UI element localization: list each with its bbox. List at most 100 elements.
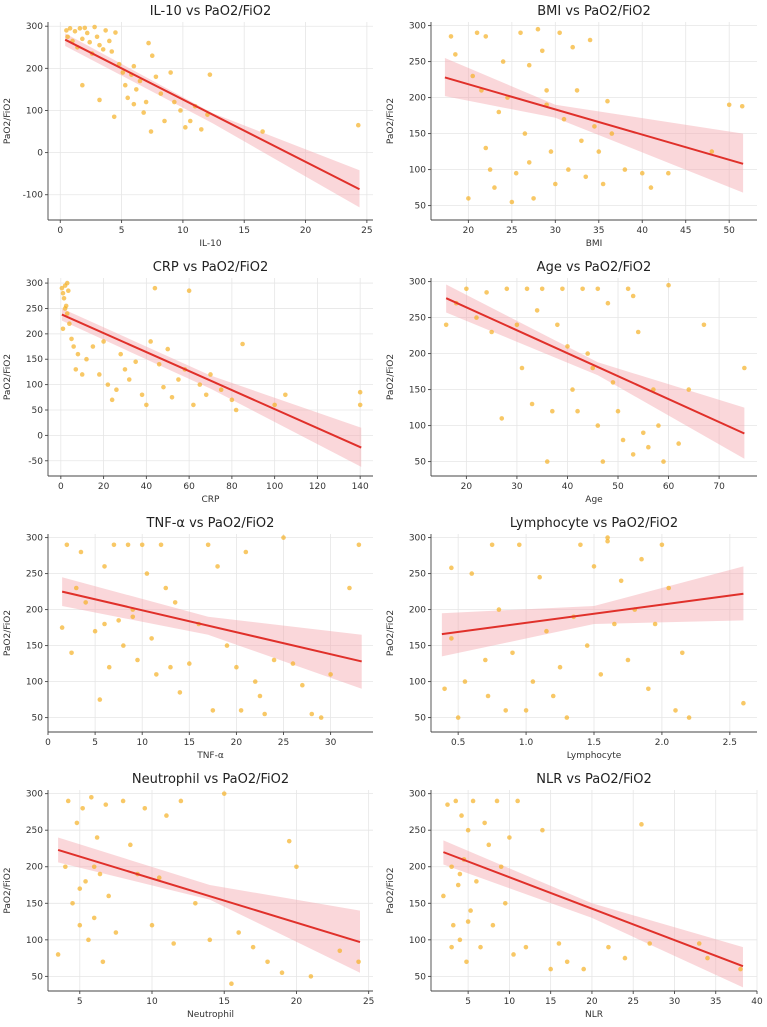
chart-nlr-regression-line xyxy=(443,851,744,968)
chart-lymphocyte-point-4 xyxy=(469,571,475,576)
chart-il10-ytick-label-1: 0 xyxy=(37,149,43,159)
chart-nlr-point-2 xyxy=(449,864,454,870)
chart-age-point-33 xyxy=(640,430,646,436)
chart-il10-ytick-label-3: 200 xyxy=(26,64,43,74)
chart-il10-point-36 xyxy=(172,99,177,105)
chart-neutrophil-ytick-label-2: 150 xyxy=(26,899,43,909)
chart-tnf-point-30 xyxy=(224,643,230,648)
chart-lymphocyte-ytick-label-0: 50 xyxy=(415,714,427,724)
chart-nlr-point-9 xyxy=(464,959,469,965)
chart-bmi-ytick-label-0: 50 xyxy=(415,202,427,212)
chart-age-point-34 xyxy=(646,444,651,450)
chart-tnf: 0 5 10 15 20 25 30 50 100 150 200 250 300 TNF-α vs Pa… xyxy=(3,516,373,761)
chart-crp-point-31 xyxy=(169,395,175,400)
chart-tnf-point-2 xyxy=(69,650,74,656)
chart-crp-point-32 xyxy=(176,377,181,382)
chart-tnf-xtick-label-1: 5 xyxy=(92,738,98,748)
chart-tnf-ytick-label-3: 200 xyxy=(26,606,43,616)
chart-tnf-point-34 xyxy=(252,679,258,684)
chart-crp-point-18 xyxy=(109,397,115,403)
chart-neutrophil-point-39 xyxy=(77,886,83,891)
chart-tnf-confidence-band xyxy=(62,577,362,689)
chart-crp-point-29 xyxy=(161,384,166,390)
chart-tnf-point-6 xyxy=(92,628,98,634)
chart-neutrophil-point-15 xyxy=(106,893,111,899)
chart-tnf-point-35 xyxy=(257,693,263,699)
chart-age-point-38 xyxy=(666,282,671,288)
chart-il10-xtick-label-0: 0 xyxy=(57,226,63,236)
chart-tnf-point-46 xyxy=(102,621,107,627)
chart-lymphocyte-point-6 xyxy=(485,693,491,699)
chart-il10-point-35 xyxy=(168,70,173,75)
chart-il10-xtick-label-2: 10 xyxy=(177,226,189,236)
chart-crp-xtick-label-3: 60 xyxy=(183,482,195,492)
chart-neutrophil-point-23 xyxy=(164,813,169,818)
chart-crp-point-44 xyxy=(283,392,288,398)
chart-lymphocyte-confidence-band xyxy=(441,566,744,657)
chart-age-xtick-label-3: 50 xyxy=(612,482,624,492)
chart-tnf-point-41 xyxy=(309,711,315,717)
chart-crp: 0 20 40 60 80 100 120 140 -50 0 50 100 150 200 250 300 C… xyxy=(3,260,373,505)
chart-il10-ytick-label-4: 300 xyxy=(26,22,43,32)
chart-lymphocyte-point-34 xyxy=(673,708,678,713)
chart-tnf-point-10 xyxy=(111,542,117,548)
chart-crp-point-21 xyxy=(122,367,128,372)
chart-lymphocyte-point-2 xyxy=(455,715,461,720)
chart-il10-xtick-label-3: 15 xyxy=(238,226,249,236)
chart-nlr-point-5 xyxy=(455,882,461,888)
chart-lymphocyte-point-31 xyxy=(652,621,658,627)
chart-il10-point-21 xyxy=(120,70,126,75)
chart-neutrophil-point-6 xyxy=(80,805,85,811)
chart-neutrophil-title: Neutrophil vs PaO2/FiO2 xyxy=(132,772,289,787)
chart-neutrophil-regression-line xyxy=(57,848,361,943)
chart-bmi-point-25 xyxy=(566,167,571,172)
chart-crp-ylabel: PaO2/FiO2 xyxy=(3,354,13,400)
chart-tnf-point-17 xyxy=(144,571,150,576)
chart-il10-ytick-label-0: -100 xyxy=(23,191,44,201)
chart-bmi-ylabel: PaO2/FiO2 xyxy=(386,98,396,144)
chart-neutrophil-point-5 xyxy=(77,922,83,928)
chart-lymphocyte-point-9 xyxy=(503,708,509,713)
chart-il10-point-22 xyxy=(122,82,128,88)
chart-il10-point-39 xyxy=(187,118,193,124)
chart-il10-point-41 xyxy=(199,127,204,132)
chart-tnf-point-40 xyxy=(300,682,305,688)
chart-bmi-point-43 xyxy=(483,34,489,39)
chart-neutrophil-ytick-label-4: 250 xyxy=(26,826,43,836)
chart-tnf-xtick-label-2: 10 xyxy=(136,738,148,748)
chart-bmi: 20 25 30 35 40 45 50 50 100 150 200 250 300 BMI vs Pa… xyxy=(386,4,757,249)
chart-il10-point-4 xyxy=(72,28,78,34)
chart-lymphocyte-xtick-label-4: 2.5 xyxy=(723,738,737,748)
chart-lymphocyte-point-29 xyxy=(639,556,644,562)
chart-il10-regression-line xyxy=(64,38,360,191)
chart-crp-xtick-label-0: 0 xyxy=(58,482,64,492)
chart-crp-ytick-label-6: 250 xyxy=(26,304,43,314)
chart-tnf-ytick-label-2: 150 xyxy=(26,642,43,652)
chart-il10-ylabel: PaO2/FiO2 xyxy=(3,98,13,144)
chart-lymphocyte-point-8 xyxy=(496,607,502,612)
chart-il10-point-49 xyxy=(131,101,137,107)
chart-bmi-point-14 xyxy=(518,30,523,36)
chart-lymphocyte-point-7 xyxy=(489,542,495,548)
chart-lymphocyte-point-20 xyxy=(578,542,583,548)
chart-il10-point-26 xyxy=(134,87,139,92)
chart-neutrophil-point-11 xyxy=(94,835,100,840)
chart-nlr-point-27 xyxy=(556,941,562,946)
chart-il10-xtick-label-4: 20 xyxy=(300,226,312,236)
chart-tnf-point-15 xyxy=(135,657,140,663)
chart-crp-regression-line xyxy=(61,313,362,449)
chart-age-point-15 xyxy=(550,408,555,414)
chart-lymphocyte-point-11 xyxy=(516,542,522,548)
chart-lymphocyte-point-15 xyxy=(544,628,549,634)
chart-bmi-point-9 xyxy=(496,109,502,115)
chart-il10-point-43 xyxy=(207,72,213,77)
chart-bmi-point-37 xyxy=(639,170,645,176)
chart-tnf-point-11 xyxy=(116,618,121,623)
chart-crp-point-2 xyxy=(61,296,67,301)
chart-age-point-21 xyxy=(580,286,585,292)
chart-nlr-point-7 xyxy=(459,813,464,818)
chart-nlr-point-30 xyxy=(606,944,611,950)
chart-il10-point-46 xyxy=(80,82,85,88)
chart-bmi-point-39 xyxy=(666,170,671,176)
chart-crp-ytick-label-1: 0 xyxy=(37,431,43,441)
